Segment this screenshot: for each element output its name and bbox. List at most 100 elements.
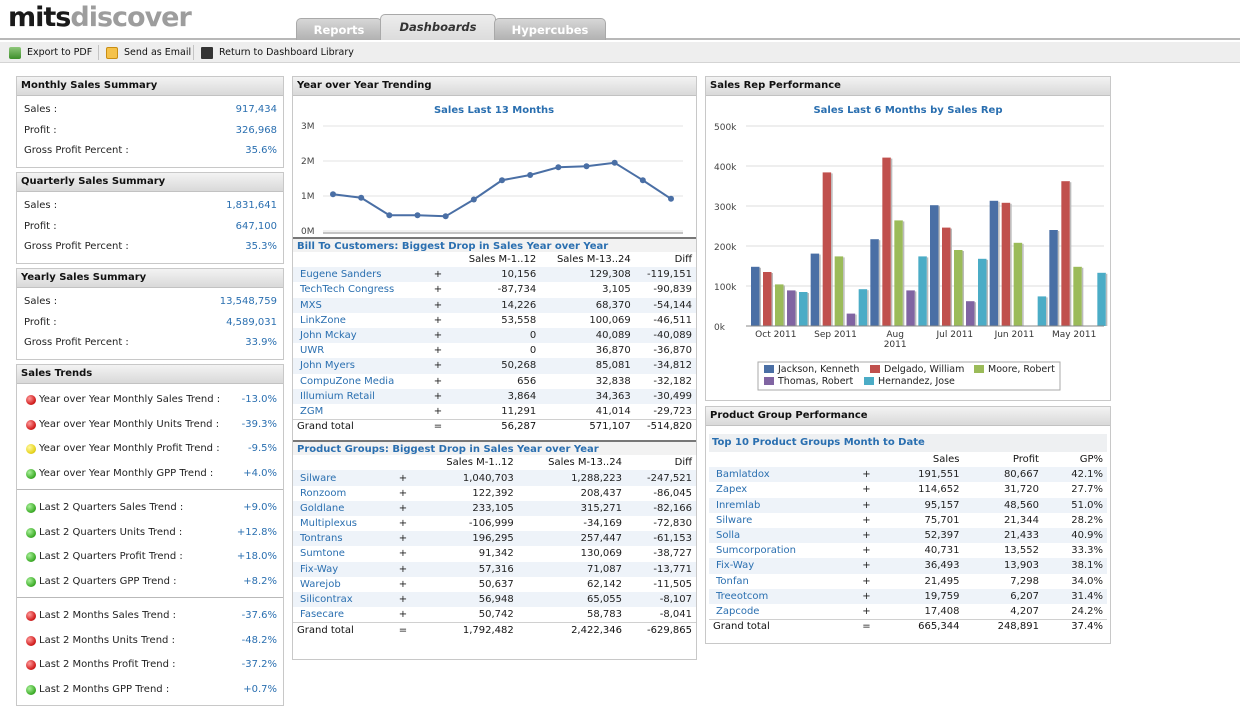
table-cell: 27.7% — [1071, 484, 1103, 496]
return-library-button[interactable]: Return to Dashboard Library — [201, 45, 354, 60]
table-row: LinkZone +53,558 100,069 -46,511 — [293, 313, 696, 328]
row-name-link[interactable]: Silware — [716, 514, 753, 526]
bar-shadow — [771, 273, 773, 326]
table-cell: + — [433, 375, 443, 387]
row-name-link[interactable]: Fasecare — [300, 608, 344, 620]
table-cell: + — [433, 269, 443, 281]
table-cell: 7,298 — [1010, 575, 1039, 587]
trend-label: Last 2 Quarters GPP Trend : — [39, 575, 177, 587]
table-cell: -36,870 — [653, 345, 692, 357]
row-name-link[interactable]: Fix-Way — [300, 563, 339, 575]
table-cell: + — [862, 469, 871, 481]
bar — [906, 290, 915, 326]
return-icon — [201, 46, 213, 59]
table-cell: 257,447 — [580, 533, 622, 545]
export-pdf-button[interactable]: Export to PDF — [9, 45, 92, 60]
row-name-link[interactable]: CompuZone Media — [300, 375, 395, 387]
bar-shadow — [807, 293, 809, 326]
table-row: Fix-Way +36,493 13,903 38.1% — [709, 558, 1107, 574]
row-name-link[interactable]: Zapex — [716, 484, 748, 496]
table-cell: -8,107 — [659, 594, 692, 606]
trend-label: Last 2 Months Sales Trend : — [39, 610, 176, 621]
email-icon — [106, 46, 118, 59]
yearly-gpp-row: Gross Profit Percent :33.9% — [24, 337, 277, 348]
table-row: Goldlane +233,105 315,271 -82,166 — [293, 500, 696, 516]
tab-hypercubes[interactable]: Hypercubes — [494, 18, 606, 40]
table-row: Zapcode +17,408 4,207 24.2% — [709, 604, 1107, 619]
row-name-link[interactable]: Illumium Retail — [300, 390, 375, 402]
row-name-link[interactable]: Goldlane — [300, 502, 345, 514]
bar — [918, 256, 927, 326]
y-tick-label: 0k — [714, 323, 726, 333]
table-cell: -46,511 — [653, 314, 692, 326]
row-name-link[interactable]: TechTech Congress — [300, 284, 395, 296]
data-point — [470, 196, 477, 203]
legend-swatch — [764, 377, 774, 385]
row-name-link[interactable]: Silware — [300, 472, 337, 484]
row-name-link[interactable]: John Mckay — [300, 330, 357, 342]
row-name-link[interactable]: Ronzoom — [300, 487, 347, 499]
table-cell: 34,363 — [595, 390, 631, 402]
row-name-link[interactable]: Tonfan — [716, 575, 749, 587]
table-cell: + — [862, 575, 871, 587]
table-cell: 100,069 — [589, 314, 631, 326]
legend-label: Hernandez, Jose — [878, 376, 955, 387]
trend-label: Year over Year Monthly Units Trend : — [39, 418, 220, 430]
return-library-label: Return to Dashboard Library — [219, 47, 354, 58]
table-cell: 21,433 — [1003, 530, 1039, 542]
trend-label: Year over Year Monthly Sales Trend : — [39, 394, 221, 405]
table-cell: + — [433, 330, 443, 342]
bar-shadow — [1081, 267, 1084, 326]
row-name-link[interactable]: ZGM — [300, 405, 324, 417]
x-tick-label: May 2011 — [1052, 330, 1096, 340]
toolbar-divider — [193, 45, 194, 60]
trend-label: Last 2 Months Profit Trend : — [39, 659, 176, 670]
bar-shadow — [795, 291, 797, 326]
row-name-link[interactable]: Treeotcom — [716, 590, 769, 602]
table-cell: 38.1% — [1071, 560, 1103, 572]
bar — [787, 290, 796, 326]
trend-value: +12.8% — [236, 526, 277, 538]
legend-swatch — [974, 365, 984, 373]
app-logo: mitsdiscover — [8, 2, 192, 33]
table-cell: 1,288,223 — [571, 472, 622, 484]
status-indicator-icon — [26, 395, 36, 405]
bar — [751, 266, 760, 326]
row-name-link[interactable]: Multiplexus — [300, 518, 358, 530]
send-email-button[interactable]: Send as Email — [106, 45, 191, 60]
table-cell: -247,521 — [647, 472, 692, 484]
row-name-link[interactable]: Tontrans — [300, 533, 343, 545]
row-name-link[interactable]: Inremlab — [716, 499, 761, 511]
bar — [1001, 202, 1011, 326]
row-name-link[interactable]: Silicontrax — [300, 594, 353, 606]
panel-title: Sales Rep Performance — [706, 77, 1110, 96]
tab-dashboards[interactable]: Dashboards — [380, 14, 496, 40]
row-name-link[interactable]: John Myers — [300, 360, 355, 372]
x-tick-label: Sep 2011 — [814, 330, 857, 340]
table-cell: Grand total — [709, 618, 849, 635]
row-name-link[interactable]: Sumtone — [300, 548, 345, 560]
table-cell: + — [398, 472, 408, 484]
tab-reports[interactable]: Reports — [296, 18, 382, 40]
row-name-link[interactable]: Sumcorporation — [716, 545, 797, 557]
row-name-link[interactable]: LinkZone — [300, 314, 346, 326]
bar-shadow — [890, 158, 893, 326]
row-name-link[interactable]: Warejob — [300, 578, 341, 590]
row-name-link[interactable]: MXS — [300, 299, 322, 311]
row-name-link[interactable]: UWR — [300, 345, 325, 357]
bar-shadow — [926, 257, 929, 326]
table-cell: = — [423, 418, 453, 435]
table-cell: 36,493 — [924, 560, 960, 572]
row-name-link[interactable]: Solla — [716, 530, 741, 542]
table-cell: -11,505 — [653, 578, 692, 590]
table-cell: 51.0% — [1071, 499, 1103, 511]
sales-rep-panel: Sales Rep Performance Sales Last 6 Month… — [705, 76, 1111, 401]
table-cell: 114,652 — [918, 484, 960, 496]
row-name-link[interactable]: Zapcode — [716, 605, 760, 617]
row-name-link[interactable]: Eugene Sanders — [300, 269, 382, 281]
table-cell: -82,166 — [653, 502, 692, 514]
row-name-link[interactable]: Fix-Way — [716, 560, 755, 572]
table-cell: 2,422,346 — [517, 621, 626, 638]
table-cell: 0 — [529, 330, 537, 342]
row-name-link[interactable]: Bamlatdox — [716, 469, 770, 481]
